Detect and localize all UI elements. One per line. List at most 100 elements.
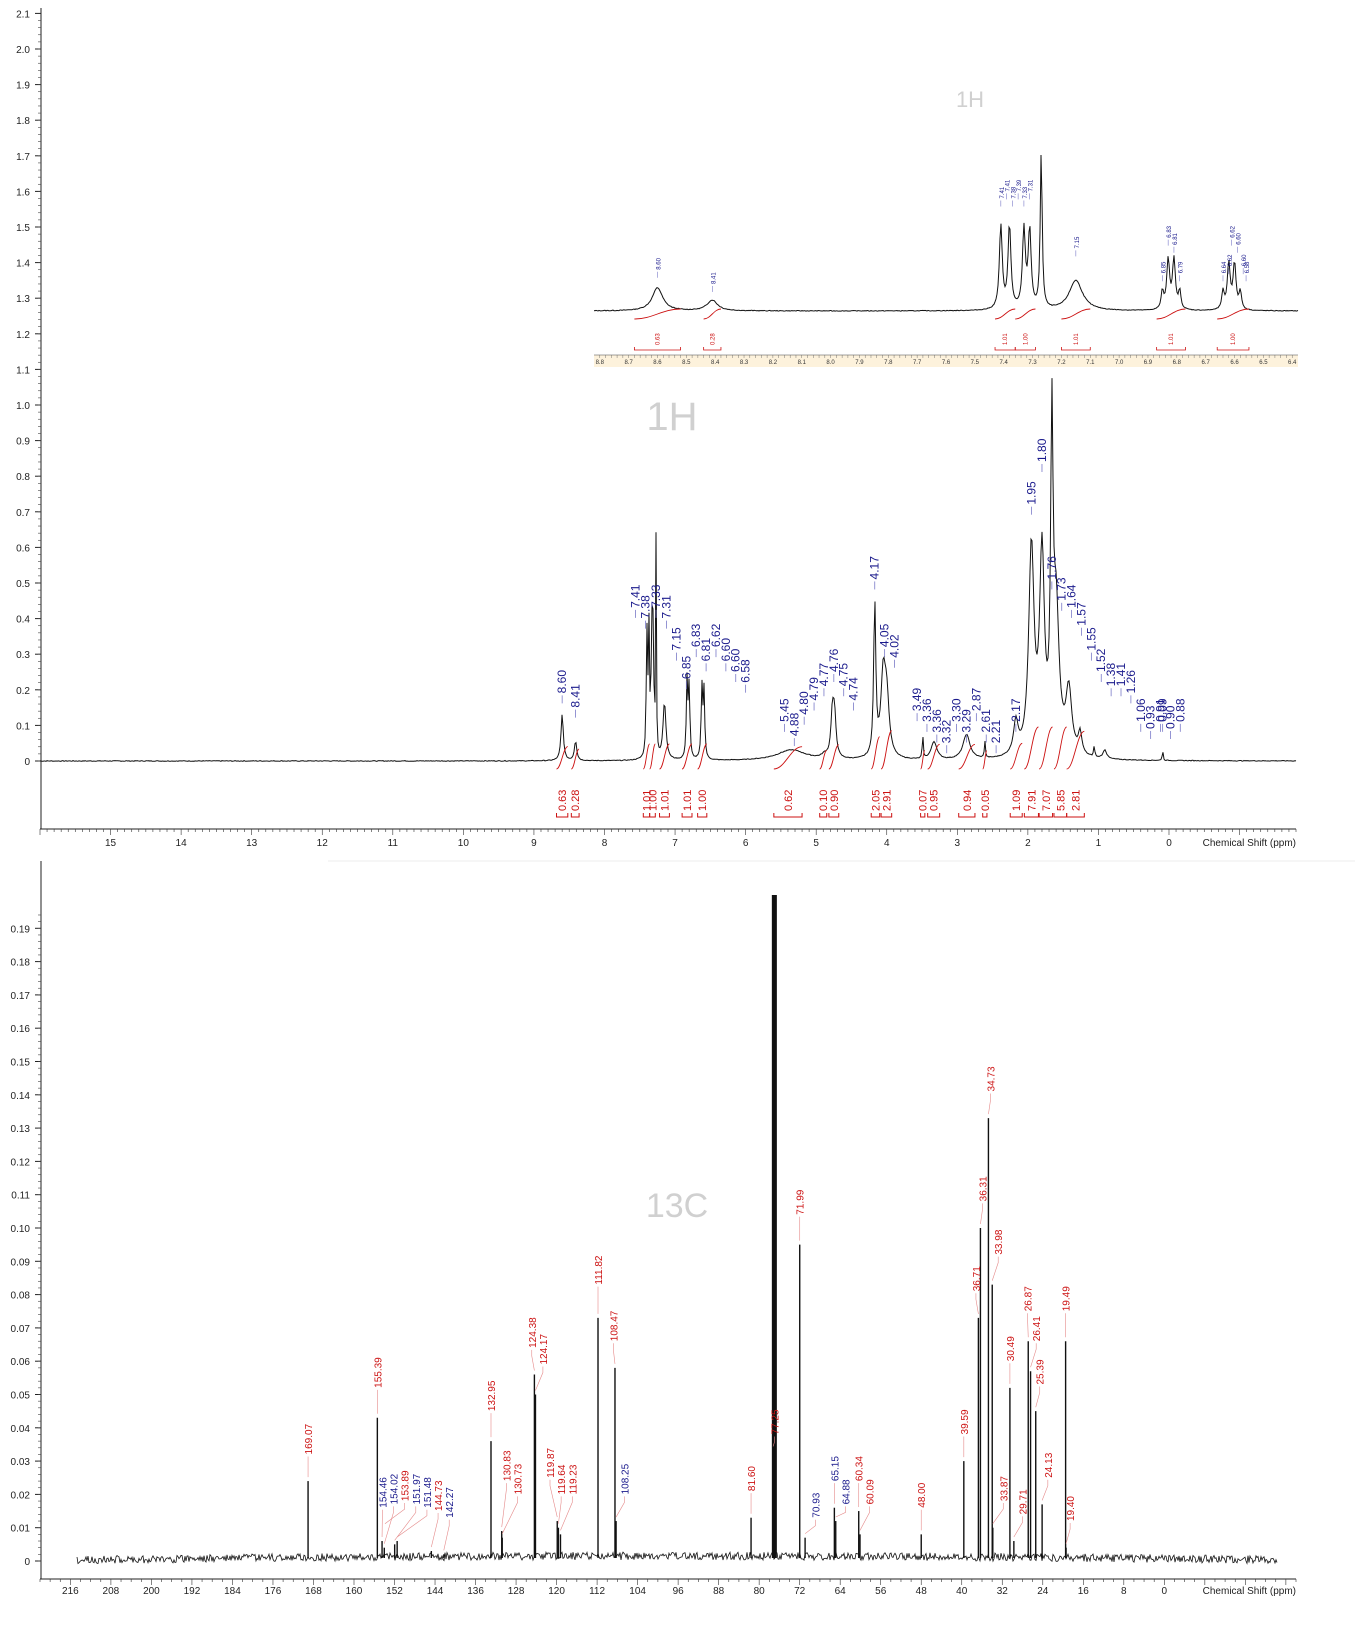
- peak-label: 1.76: [1045, 556, 1059, 580]
- carbon-peak-leader: [993, 1503, 1003, 1524]
- carbon-peak-leader: [558, 1496, 561, 1523]
- inset-x-tick-label: 6.8: [1173, 360, 1182, 366]
- carbon-x-tick-label: 96: [673, 1586, 685, 1597]
- carbon-peak-leader: [532, 1350, 535, 1371]
- x-tick-label: 14: [176, 838, 188, 849]
- carbon-peak-leader: [613, 1343, 615, 1364]
- integral-bracket: [820, 813, 827, 817]
- carbon-y-tick-label: 0.05: [11, 1391, 31, 1402]
- inset-x-tick-label: 7.4: [1000, 360, 1009, 366]
- peak-label: 3.29: [959, 709, 973, 733]
- y-tick-label: 1.2: [16, 330, 30, 341]
- peak-label: 1.57: [1074, 602, 1088, 626]
- carbon-y-tick-label: 0.01: [11, 1524, 31, 1535]
- inset-integral-value: 1.00: [1023, 333, 1029, 345]
- inset-x-tick-label: 8.6: [653, 360, 662, 366]
- integral-value: 1.00: [697, 790, 709, 811]
- y-tick-label: 1.6: [16, 187, 30, 198]
- carbon-peak-leader: [502, 1483, 507, 1527]
- inset-peak-label: 7.15: [1075, 236, 1081, 248]
- integral-value: 7.91: [1026, 790, 1038, 811]
- inset-peak-label: 8.41: [711, 272, 717, 284]
- integral-bracket: [983, 813, 987, 817]
- carbon-x-tick-label: 0: [1162, 1586, 1168, 1597]
- carbon-peak-label: 154.46: [378, 1477, 389, 1508]
- peak-label: 8.60: [555, 670, 569, 694]
- carbon-peak-label: 151.48: [423, 1477, 434, 1508]
- carbon-x-tick-label: 56: [875, 1586, 887, 1597]
- peak-label: 4.74: [847, 677, 861, 701]
- carbon-peak-label: 33.87: [999, 1476, 1010, 1501]
- integral-bracket: [1010, 813, 1022, 817]
- peak-label: 0.88: [1173, 698, 1187, 722]
- inset-x-tick-label: 7.1: [1086, 360, 1095, 366]
- carbon-peak-leader: [980, 1203, 982, 1224]
- carbon-peak-label: 65.15: [830, 1456, 841, 1481]
- carbon-peak-label: 19.40: [1066, 1496, 1077, 1521]
- integral-value: 0.63: [557, 790, 569, 811]
- carbon-peak-label: 119.23: [568, 1464, 579, 1494]
- carbon-x-tick-label: 136: [467, 1586, 484, 1597]
- peak-label: 3.32: [940, 720, 954, 744]
- inset-x-tick-label: 8.4: [711, 360, 720, 366]
- peak-label: 1.95: [1024, 481, 1038, 505]
- integral-value: 1.01: [682, 790, 694, 811]
- inset-integral-bracket: [1157, 347, 1186, 350]
- carbon-peak-label: 36.31: [979, 1176, 990, 1201]
- carbon-y-tick-label: 0.03: [11, 1457, 31, 1468]
- carbon-peak-leader: [616, 1496, 624, 1517]
- integral-curve: [571, 749, 579, 769]
- inset-x-tick-label: 7.5: [971, 360, 980, 366]
- inset-peak-label: 6.79: [1179, 261, 1185, 273]
- carbon-peak-leader: [1014, 1516, 1023, 1537]
- y-tick-label: 0.4: [16, 615, 30, 626]
- integral-value: 0.94: [962, 790, 974, 811]
- inset-integral-bracket: [704, 347, 721, 350]
- carbon-peak-leader: [431, 1513, 438, 1547]
- integral-value: 0.62: [783, 790, 795, 811]
- carbon-y-tick-label: 0.16: [11, 1024, 31, 1035]
- peak-label: 1.26: [1124, 670, 1138, 694]
- peak-label: 1.80: [1035, 438, 1049, 462]
- carbon-y-tick-label: 0.12: [11, 1157, 31, 1168]
- x-tick-label: 2: [1025, 838, 1031, 849]
- integral-value: 0.95: [929, 790, 941, 811]
- integral-value: 1.09: [1011, 790, 1023, 811]
- inset-integral-value: 1.00: [1231, 333, 1237, 345]
- x-tick-label: 11: [388, 838, 399, 849]
- carbon-x-tick-label: 144: [427, 1586, 444, 1597]
- integral-bracket: [921, 813, 925, 817]
- y-tick-label: 0.8: [16, 472, 30, 483]
- inset-spectrum-trace: [594, 155, 1298, 311]
- carbon-watermark: 13C: [646, 1187, 708, 1225]
- carbon-x-tick-label: 88: [713, 1586, 725, 1597]
- inset-integral-bracket: [1061, 347, 1090, 350]
- peak-label: 4.17: [868, 556, 882, 580]
- carbon-y-tick-label: 0.09: [11, 1257, 31, 1268]
- carbon-peak-label: 81.60: [747, 1466, 758, 1491]
- carbon-peak-leader: [1036, 1387, 1040, 1408]
- carbon-peak-label: 64.88: [842, 1479, 853, 1504]
- y-tick-label: 0.3: [16, 650, 30, 661]
- carbon-y-tick-label: 0.14: [11, 1091, 31, 1102]
- carbon-x-tick-label: 104: [629, 1586, 646, 1597]
- integral-bracket: [1054, 813, 1067, 817]
- carbon-peak-label: 108.25: [620, 1463, 631, 1494]
- carbon-peak-leader: [860, 1506, 870, 1530]
- carbon-x-tick-label: 208: [103, 1586, 120, 1597]
- carbon-x-tick-label: 8: [1121, 1586, 1127, 1597]
- integral-curve: [1015, 309, 1035, 319]
- peak-label: 2.17: [1009, 698, 1023, 722]
- inset-integral-value: 1.01: [1074, 333, 1080, 345]
- carbon-peak-label: 108.47: [609, 1310, 620, 1341]
- y-tick-label: 1.7: [16, 152, 30, 163]
- y-tick-label: 1.3: [16, 294, 30, 305]
- peak-label: 4.88: [787, 712, 801, 736]
- inset-peak-label: 6.81: [1173, 232, 1179, 244]
- carbon-y-tick-label: 0.17: [11, 991, 31, 1002]
- carbon-peak-leader: [397, 1510, 427, 1537]
- integral-value: 2.91: [881, 790, 893, 811]
- inset-peak-label: 7.31: [1029, 179, 1035, 191]
- carbon-peak-label: 34.73: [987, 1066, 998, 1091]
